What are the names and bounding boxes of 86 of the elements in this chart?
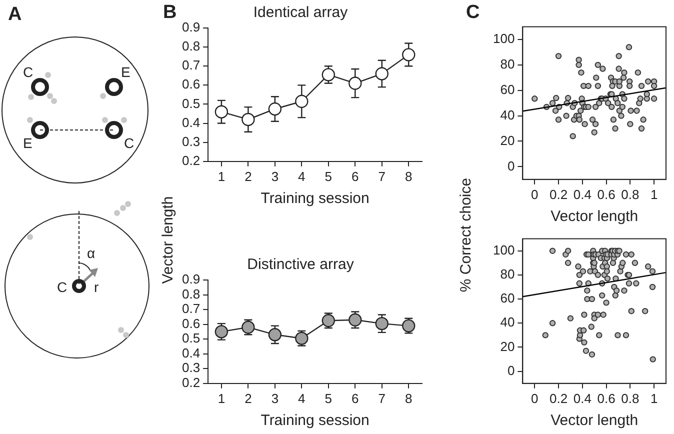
- point: [375, 67, 388, 80]
- point: [214, 325, 228, 338]
- x-tick-label: 1: [218, 390, 226, 406]
- chart-title: Identical array: [253, 4, 348, 22]
- x-axis-title: Training session: [260, 412, 370, 430]
- y-tick-label: 0.2: [182, 374, 200, 390]
- x-tick-label: 0.2: [549, 390, 568, 406]
- x-tick-label: 0: [531, 390, 538, 406]
- text: C: [23, 64, 34, 80]
- y-tick-label: 100: [492, 31, 515, 46]
- point: [214, 105, 228, 118]
- y-tick-label: 0: [507, 362, 515, 378]
- x-tick-label: 6: [352, 168, 359, 184]
- x-tick-label: 8: [405, 390, 412, 406]
- x-axis-title: Vector length: [550, 208, 638, 226]
- point: [242, 112, 255, 126]
- x-tick-label: 0.8: [621, 390, 640, 406]
- x-tick-label: 2: [244, 168, 252, 184]
- y-axis-title: Vector length: [160, 196, 176, 284]
- y-tick-label: 80: [500, 266, 515, 282]
- y-axis-title: % Correct choice: [458, 178, 474, 292]
- y-tick-label: 60: [500, 290, 515, 306]
- y-tick-label: 20: [500, 132, 515, 148]
- text: B: [163, 2, 177, 24]
- x-tick-label: 7: [378, 168, 386, 184]
- y-tick-label: 0.7: [182, 301, 200, 316]
- y-tick-label: 0.6: [182, 76, 200, 92]
- y-tick-label: 40: [500, 314, 515, 330]
- y-tick-label: 60: [500, 82, 515, 97]
- x-axis-title: Training session: [260, 190, 370, 208]
- y-tick-label: 0.8: [182, 286, 200, 302]
- point: [268, 102, 282, 116]
- x-tick-label: 0.4: [573, 390, 592, 406]
- text: C: [124, 135, 134, 151]
- y-tick-label: 0.3: [182, 134, 200, 149]
- y-tick-label: 80: [500, 56, 515, 72]
- y-tick-label: 20: [500, 338, 515, 354]
- text: C: [57, 279, 68, 295]
- y-tick-label: 40: [500, 107, 515, 122]
- x-tick-label: 0.4: [573, 186, 592, 202]
- x-tick-label: 8: [405, 168, 412, 184]
- y-tick-label: 100: [492, 242, 515, 258]
- point: [375, 316, 388, 330]
- text: E: [23, 135, 32, 151]
- point: [295, 94, 308, 108]
- x-tick-label: 7: [378, 390, 386, 406]
- point: [402, 48, 416, 62]
- x-tick-label: 1: [218, 168, 226, 184]
- y-tick-label: 0.9: [182, 272, 200, 287]
- x-tick-label: 0.6: [597, 390, 616, 406]
- x-axis-title: Vector length: [550, 412, 638, 430]
- x-tick-label: 0.6: [597, 186, 616, 202]
- x-tick-label: 3: [271, 168, 279, 184]
- text: α: [87, 245, 96, 261]
- x-tick-label: 5: [324, 390, 332, 406]
- y-tick-label: 0.4: [182, 345, 200, 360]
- y-tick-label: 0.6: [182, 316, 200, 331]
- text: A: [8, 4, 22, 26]
- x-tick-label: 0: [531, 186, 538, 202]
- y-tick-label: 0.4: [182, 114, 200, 130]
- x-tick-label: 0.2: [549, 186, 568, 202]
- text: C: [466, 2, 480, 24]
- y-tick-label: 0.7: [182, 58, 200, 73]
- x-tick-label: 1: [650, 186, 658, 202]
- text: r: [94, 279, 99, 295]
- y-tick-label: 0.9: [182, 20, 200, 35]
- y-tick-label: 0.3: [182, 360, 200, 376]
- x-tick-label: 0.8: [621, 186, 640, 202]
- text: E: [121, 64, 130, 80]
- x-tick-label: 1: [650, 390, 658, 406]
- x-tick-label: 6: [352, 390, 359, 406]
- point: [268, 328, 282, 342]
- y-tick-label: 0: [507, 158, 515, 174]
- y-tick-label: 0.2: [182, 152, 200, 168]
- y-tick-label: 0.5: [182, 96, 200, 111]
- x-tick-label: 4: [298, 390, 306, 406]
- chart-title: Distinctive array: [247, 256, 354, 274]
- x-tick-label: 3: [271, 390, 279, 406]
- point: [348, 313, 362, 326]
- x-tick-label: 5: [324, 168, 332, 184]
- y-tick-label: 0.8: [182, 38, 200, 54]
- x-tick-label: 2: [244, 390, 252, 406]
- y-tick-label: 0.5: [182, 330, 200, 346]
- x-tick-label: 4: [298, 168, 306, 184]
- point: [348, 76, 362, 90]
- point: [322, 68, 336, 82]
